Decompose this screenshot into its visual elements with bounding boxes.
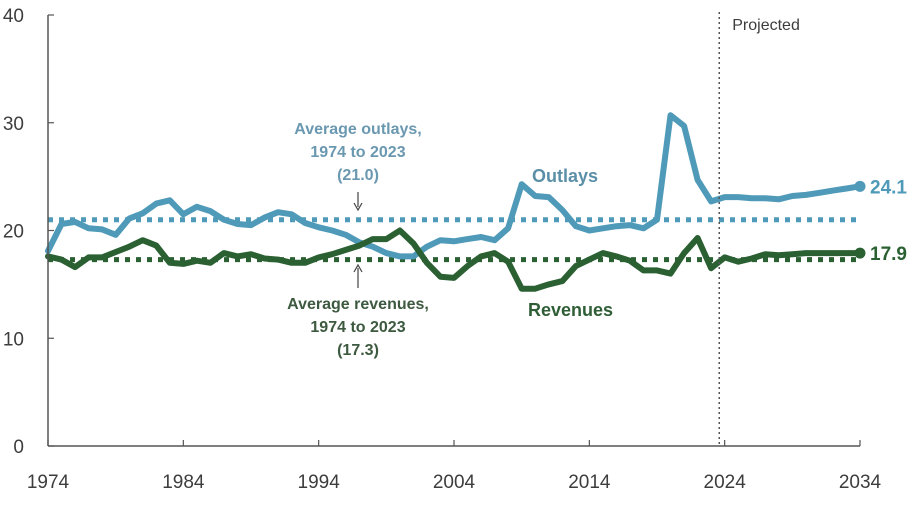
x-tick-label: 2004 [433,472,476,493]
y-tick-label: 20 [3,222,24,243]
outlays-end-marker [854,180,866,192]
x-tick-label: 2034 [839,472,882,493]
average-revenues-annotation: Average revenues, 1974 to 2023 (17.3) [287,296,429,359]
revenues-end-value-label: 17.9 [870,244,907,265]
avg-revenues-line1: Average revenues, [287,296,429,313]
revenues-end-marker [854,247,866,259]
revenues-line [45,227,863,292]
x-tick-label: 1994 [298,472,341,493]
average-outlays-arrow [353,192,363,212]
y-tick-label: 30 [3,114,24,135]
y-tick-label: 40 [3,6,24,27]
y-tick-label: 0 [13,437,24,458]
y-tick-label: 10 [3,329,24,350]
avg-outlays-line3: (21.0) [337,167,379,184]
outlays-line [45,112,863,260]
projected-label: Projected [732,17,800,34]
average-outlays-annotation: Average outlays, 1974 to 2023 (21.0) [294,121,421,184]
avg-revenues-line3: (17.3) [337,342,379,359]
outlays-series-label: Outlays [532,166,598,186]
x-tick-label: 2014 [568,472,611,493]
revenues-series-label: Revenues [528,300,613,320]
avg-outlays-line2: 1974 to 2023 [310,144,405,161]
x-tick-label: 2024 [704,472,747,493]
average-revenues-arrow [353,263,363,288]
x-tick-label: 1974 [27,472,70,493]
outlays-end-value-label: 24.1 [870,177,907,198]
x-tick-label: 1984 [162,472,205,493]
avg-revenues-line2: 1974 to 2023 [310,319,405,336]
avg-outlays-line1: Average outlays, [294,121,421,138]
